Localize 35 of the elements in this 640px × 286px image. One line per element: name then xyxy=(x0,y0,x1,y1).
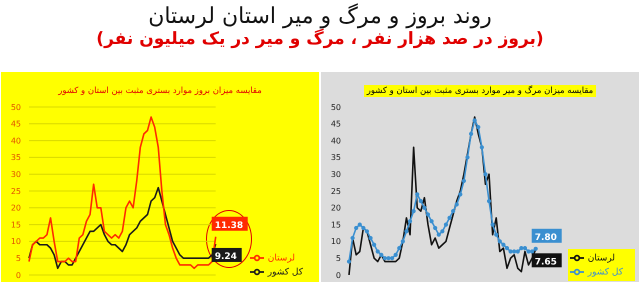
y-tick-label: 10 xyxy=(330,237,341,246)
y-tick-label: 50 xyxy=(10,102,21,112)
legend-label: کل کشور xyxy=(268,267,303,278)
y-tick-label: 45 xyxy=(330,120,341,129)
line-series xyxy=(28,116,217,270)
y-tick-label: 15 xyxy=(330,220,341,230)
text: روند بروز و مرگ و میر استان لرستان xyxy=(147,4,493,29)
y-tick-label: 50 xyxy=(330,102,341,112)
y-tick-label: 15 xyxy=(10,220,21,230)
y-tick-label: 0 xyxy=(16,270,21,280)
y-tick-label: 40 xyxy=(330,136,341,146)
data-label: 7.80 xyxy=(534,232,557,243)
y-tick-label: 5 xyxy=(336,254,341,264)
y-tick-label: 40 xyxy=(10,136,21,146)
legend-label: لرستان xyxy=(588,253,616,264)
legend-label: لرستان xyxy=(268,253,296,264)
y-tick-label: 5 xyxy=(16,254,21,264)
legend-label: کل کشور xyxy=(588,267,623,278)
y-tick-label: 0 xyxy=(336,270,341,280)
y-tick-label: 30 xyxy=(10,170,21,180)
y-tick-label: 10 xyxy=(10,237,21,246)
y-tick-label: 35 xyxy=(10,153,21,162)
y-tick-label: 20 xyxy=(330,204,341,213)
text: (بروز در صد هزار نفر ، مرگ و میر در یک میلیون نفر) xyxy=(95,29,545,49)
y-tick-label: 20 xyxy=(10,204,21,213)
data-label: 11.38 xyxy=(214,220,244,231)
data-label: 7.65 xyxy=(534,257,557,268)
y-tick-label: 30 xyxy=(330,170,341,180)
chart-title: مقایسه میزان بروز موارد بستری مثبت بین استان و کشور xyxy=(56,85,263,97)
y-tick-label: 25 xyxy=(10,186,21,196)
data-label: 9.24 xyxy=(214,252,237,262)
chart-title: مقایسه میزان مرگ و میر موارد بستری مثبت بین استان و کشور xyxy=(364,85,596,97)
y-tick-label: 25 xyxy=(330,186,341,196)
y-tick-label: 35 xyxy=(330,153,341,162)
y-tick-label: 45 xyxy=(10,120,21,129)
